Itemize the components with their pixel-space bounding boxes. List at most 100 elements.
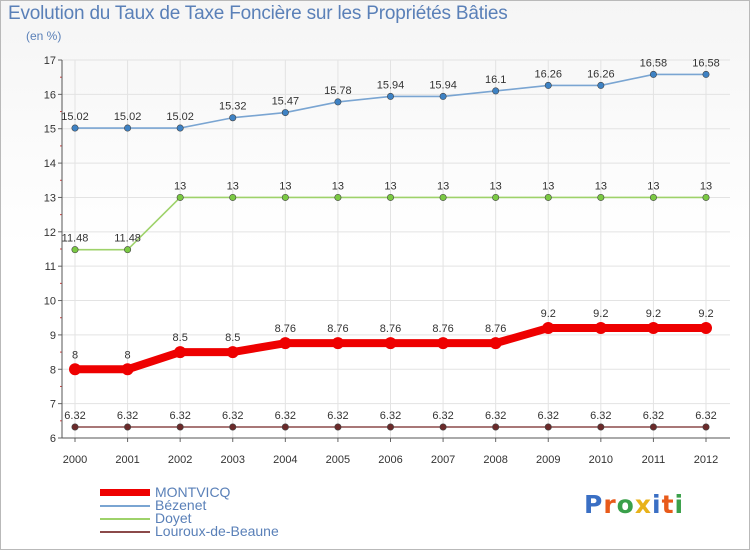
data-point bbox=[229, 193, 237, 201]
data-point bbox=[649, 423, 657, 431]
x-tick-label: 2002 bbox=[168, 454, 192, 466]
chart-subtitle: (en %) bbox=[26, 29, 62, 43]
legend-label: MONTVICQ bbox=[155, 484, 231, 500]
legend-swatch bbox=[100, 531, 150, 533]
data-point bbox=[439, 423, 447, 431]
data-point bbox=[176, 193, 184, 201]
data-point bbox=[176, 423, 184, 431]
data-point bbox=[702, 193, 710, 201]
data-label: 16.58 bbox=[692, 57, 720, 69]
logo-letter: P bbox=[584, 490, 604, 519]
data-point bbox=[281, 193, 289, 201]
data-label: 13 bbox=[174, 180, 186, 192]
y-tick-label: 7 bbox=[50, 399, 56, 411]
data-point bbox=[226, 346, 239, 359]
data-label: 9.2 bbox=[541, 308, 556, 320]
data-label: 11.48 bbox=[114, 233, 141, 245]
data-label: 16.26 bbox=[587, 68, 615, 80]
y-tick-label: 16 bbox=[44, 89, 56, 101]
y-tick-labels: 6 7 8 9 10 11 12 13 14 15 16 17 bbox=[44, 55, 56, 445]
data-label: 11.48 bbox=[62, 233, 89, 245]
x-tick-label: 2001 bbox=[115, 454, 139, 466]
data-label: 8 bbox=[72, 349, 78, 361]
series-group bbox=[69, 70, 712, 431]
data-label: 16.58 bbox=[640, 57, 668, 69]
data-point bbox=[334, 98, 342, 106]
data-point bbox=[542, 322, 555, 335]
data-label: 6.32 bbox=[222, 410, 243, 422]
data-point bbox=[281, 109, 289, 117]
data-labels: 15.02 15.02 15.02 15.32 15.47 15.78 15.94 15.94… bbox=[61, 57, 720, 422]
data-label: 6.32 bbox=[275, 410, 296, 422]
grid-lines bbox=[62, 59, 730, 439]
x-tick-label: 2000 bbox=[63, 454, 87, 466]
y-tick-label: 15 bbox=[44, 124, 56, 136]
data-label: 9.2 bbox=[698, 308, 713, 320]
data-label: 13 bbox=[595, 180, 607, 192]
logo-letter: i bbox=[652, 490, 662, 519]
data-label: 13 bbox=[279, 180, 291, 192]
data-label: 6.32 bbox=[432, 410, 453, 422]
data-label: 9.2 bbox=[646, 308, 661, 320]
data-label: 8.76 bbox=[432, 323, 453, 335]
data-point bbox=[69, 363, 81, 376]
x-tick-label: 2012 bbox=[694, 454, 718, 466]
data-point bbox=[544, 193, 552, 201]
data-point bbox=[121, 363, 134, 376]
data-label: 6.32 bbox=[380, 410, 401, 422]
legend-item: MONTVICQ bbox=[100, 484, 400, 500]
data-label: 6.32 bbox=[485, 410, 506, 422]
data-point bbox=[331, 337, 344, 350]
logo-letter: o bbox=[616, 490, 635, 519]
data-point bbox=[647, 322, 660, 335]
data-label: 15.02 bbox=[61, 111, 89, 123]
data-point bbox=[702, 423, 710, 431]
legend-item: Bézenet bbox=[100, 497, 400, 513]
data-label: 15.78 bbox=[324, 85, 352, 97]
data-point bbox=[386, 423, 394, 431]
data-point bbox=[492, 193, 500, 201]
data-label: 6.32 bbox=[538, 410, 559, 422]
legend-item: Doyet bbox=[100, 510, 400, 526]
data-label: 9.2 bbox=[593, 308, 608, 320]
data-label: 13 bbox=[437, 180, 449, 192]
data-point bbox=[649, 70, 657, 78]
y-tick-label: 9 bbox=[50, 330, 56, 342]
data-point bbox=[281, 423, 289, 431]
data-point bbox=[174, 346, 187, 359]
data-point bbox=[124, 124, 132, 132]
data-label: 13 bbox=[490, 180, 502, 192]
data-point bbox=[439, 92, 447, 100]
data-label: 15.94 bbox=[429, 79, 457, 91]
data-point bbox=[544, 423, 552, 431]
data-label: 8.76 bbox=[380, 323, 401, 335]
data-label: 6.32 bbox=[117, 410, 138, 422]
data-label: 13 bbox=[700, 180, 712, 192]
data-point bbox=[124, 423, 132, 431]
logo-letter: x bbox=[634, 490, 652, 519]
y-tick-label: 10 bbox=[44, 296, 56, 308]
x-tick-label: 2010 bbox=[589, 454, 613, 466]
data-label: 13 bbox=[227, 180, 239, 192]
x-tick-label: 2006 bbox=[378, 454, 402, 466]
x-tick-label: 2008 bbox=[483, 454, 507, 466]
data-label: 15.02 bbox=[166, 111, 194, 123]
data-label: 13 bbox=[332, 180, 344, 192]
data-point bbox=[386, 193, 394, 201]
data-point bbox=[492, 423, 500, 431]
legend-swatch bbox=[100, 489, 150, 496]
x-tick-label: 2009 bbox=[536, 454, 560, 466]
axes bbox=[58, 59, 730, 442]
y-tick-label: 12 bbox=[44, 227, 56, 239]
data-label: 15.32 bbox=[219, 101, 247, 113]
data-label: 15.02 bbox=[114, 111, 142, 123]
legend-item: Louroux-de-Beaune bbox=[100, 523, 400, 539]
data-point bbox=[597, 423, 605, 431]
proxiti-logo: Proxiti bbox=[584, 490, 684, 519]
x-tick-label: 2005 bbox=[326, 454, 350, 466]
legend-label: Doyet bbox=[155, 510, 192, 526]
logo-letter: r bbox=[603, 490, 617, 519]
data-label: 13 bbox=[542, 180, 554, 192]
y-tick-label: 11 bbox=[45, 261, 56, 273]
